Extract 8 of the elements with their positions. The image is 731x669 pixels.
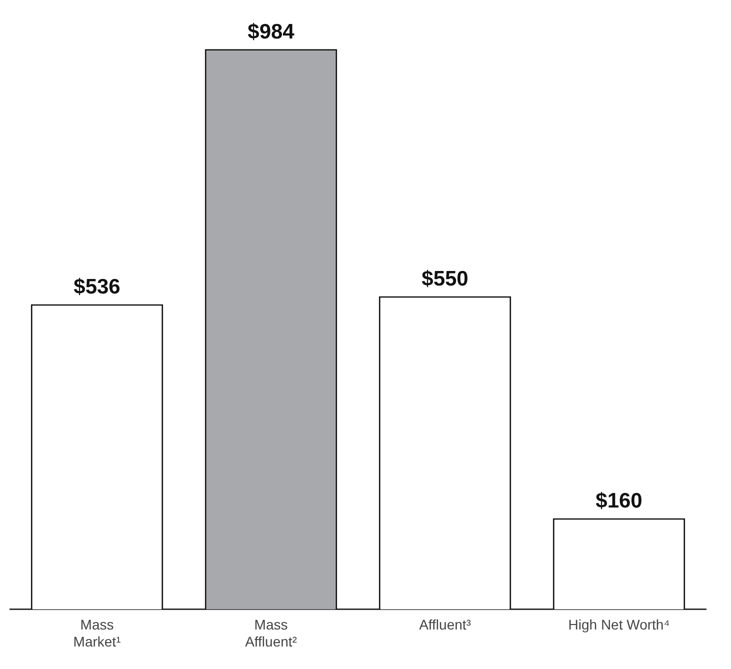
data-label: $550: [422, 268, 468, 291]
x-tick-label: Affluent³: [419, 616, 472, 633]
x-tick-label: High Net Worth⁴: [568, 616, 670, 633]
x-tick-label: Mass Market¹: [73, 616, 122, 650]
data-label: $984: [248, 20, 295, 44]
data-label: $536: [74, 276, 120, 298]
data-label: $160: [596, 490, 642, 513]
x-tick-label: Mass Affluent²: [245, 616, 298, 650]
